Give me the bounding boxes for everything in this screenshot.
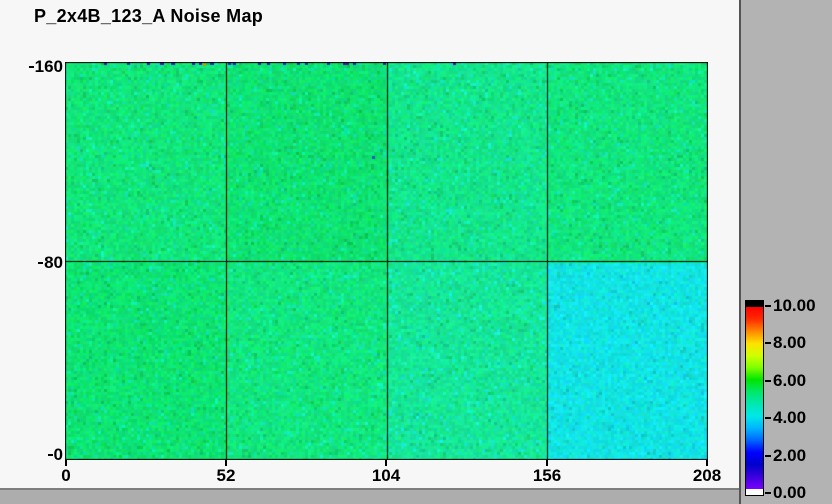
x-axis-label-104: 104 <box>371 466 401 485</box>
y-tick-mark <box>38 262 44 264</box>
x-tick-mark <box>706 460 708 466</box>
colorbar-label-8: 8.00 <box>765 333 806 353</box>
y-tick-mark <box>47 454 53 456</box>
colorbar-label-2: 2.00 <box>765 446 806 466</box>
colorbar-tick-label: 2.00 <box>773 446 807 465</box>
y-tick-mark <box>28 66 34 68</box>
colorbar-under-cap <box>746 489 763 495</box>
y-axis-label-80: 80 <box>0 253 63 273</box>
colorbar-label-6: 6.00 <box>765 371 806 391</box>
x-axis-label-52: 52 <box>216 466 236 485</box>
bottom-bar <box>0 488 739 504</box>
y-tick-label: 0 <box>53 445 63 464</box>
x-axis-label-156: 156 <box>532 466 562 485</box>
x-tick-mark <box>385 460 387 466</box>
colorbar-label-0: 0.00 <box>765 483 806 503</box>
colorbar-tick-label: 10.00 <box>773 296 816 315</box>
colorbar-tick-label: 4.00 <box>773 408 807 427</box>
colorbar-tick-mark <box>765 455 771 457</box>
x-axis-label-208: 208 <box>692 466 722 485</box>
y-tick-label: 80 <box>44 253 63 272</box>
x-axis-label-0: 0 <box>61 466 71 485</box>
page-title: P_2x4B_123_A Noise Map <box>34 6 264 26</box>
colorbar-label-10: 10.00 <box>765 296 816 316</box>
colorbar-tick-mark <box>765 305 771 307</box>
y-tick-label: 160 <box>34 57 63 76</box>
y-axis-label-160: 160 <box>0 57 63 77</box>
colorbar-gradient <box>746 307 763 489</box>
noise-canvas <box>65 62 708 460</box>
colorbar-tick-mark <box>765 380 771 382</box>
colorbar-tick-label: 0.00 <box>773 483 807 502</box>
colorbar-tick-mark <box>765 417 771 419</box>
colorbar-tick-label: 6.00 <box>773 371 807 390</box>
colorbar-tick-mark <box>765 492 771 494</box>
y-axis-label-0: 0 <box>0 445 63 465</box>
colorbar <box>745 300 764 496</box>
colorbar-tick-mark <box>765 342 771 344</box>
x-tick-mark <box>546 460 548 466</box>
x-tick-mark <box>225 460 227 466</box>
colorbar-tick-label: 8.00 <box>773 333 807 352</box>
colorbar-label-4: 4.00 <box>765 408 806 428</box>
x-tick-mark <box>65 460 67 466</box>
colorbar-over-cap <box>746 301 763 307</box>
